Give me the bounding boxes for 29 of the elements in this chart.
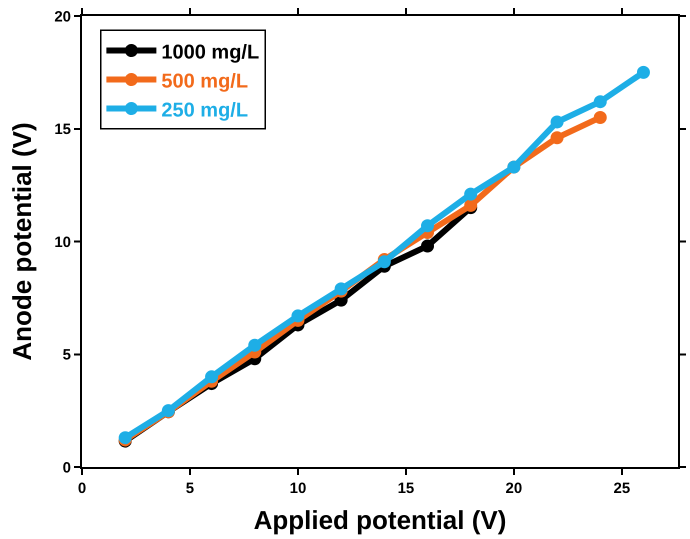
y-tick-label: 5 — [62, 346, 71, 364]
point — [594, 110, 607, 124]
point — [594, 95, 607, 108]
point — [291, 309, 304, 322]
point — [464, 188, 478, 201]
y-axis-title: Anode potential (V) — [7, 122, 38, 361]
point — [205, 370, 218, 384]
y-tick-label: 20 — [54, 8, 71, 26]
point — [248, 338, 262, 352]
x-tick-label: 5 — [186, 480, 194, 497]
point — [421, 240, 434, 253]
point — [550, 115, 564, 128]
y-tick-label: 10 — [54, 234, 71, 251]
x-tick-label: 0 — [78, 480, 86, 497]
legend-label: 250 mg/L — [161, 99, 248, 122]
x-axis-title: Applied potential (V) — [254, 505, 506, 536]
legend-label: 1000 mg/L — [161, 41, 260, 64]
y-tick-label: 0 — [62, 459, 71, 476]
x-tick-label: 20 — [506, 480, 522, 497]
x-tick-label: 25 — [614, 480, 630, 497]
y-tick-label: 15 — [54, 121, 71, 138]
point — [550, 131, 564, 144]
point — [636, 66, 650, 79]
point — [464, 198, 478, 212]
x-tick-label: 15 — [398, 480, 414, 497]
point — [421, 219, 434, 232]
legend-label: 500 mg/L — [161, 70, 248, 92]
x-tick-label: 10 — [290, 480, 306, 497]
point — [334, 282, 348, 296]
